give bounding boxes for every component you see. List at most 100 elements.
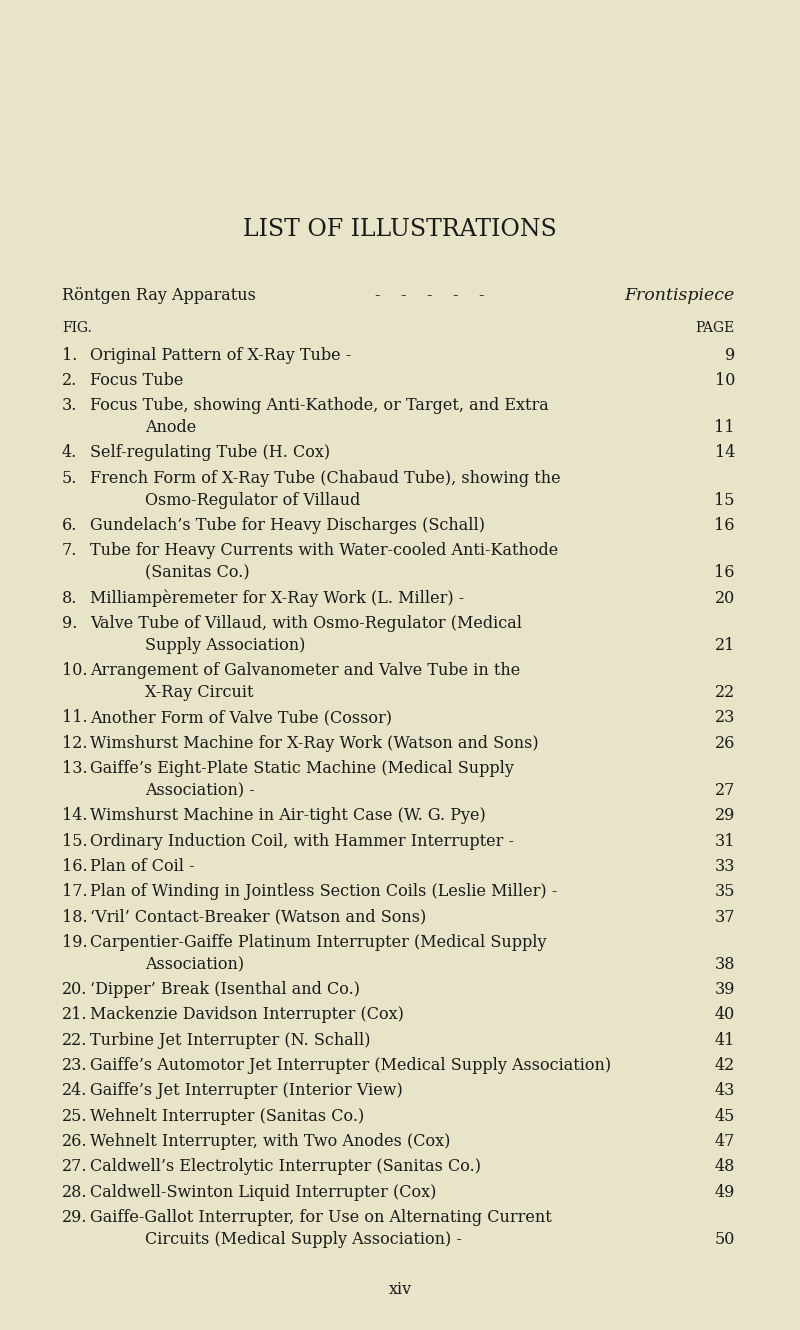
Text: 9.: 9. [62,614,78,632]
Text: 10: 10 [714,372,735,388]
Text: X-Ray Circuit: X-Ray Circuit [145,684,254,701]
Text: 17.: 17. [62,883,88,900]
Text: 28.: 28. [62,1184,87,1201]
Text: Caldwell’s Electrolytic Interrupter (Sanitas Co.): Caldwell’s Electrolytic Interrupter (San… [90,1158,481,1176]
Text: 6.: 6. [62,517,78,535]
Text: xiv: xiv [389,1282,411,1298]
Text: Self-regulating Tube (H. Cox): Self-regulating Tube (H. Cox) [90,444,330,462]
Text: -    -    -    -    -: - - - - - [375,286,485,303]
Text: Mackenzie Davidson Interrupter (Cox): Mackenzie Davidson Interrupter (Cox) [90,1007,404,1024]
Text: 40: 40 [714,1007,735,1024]
Text: 18.: 18. [62,908,88,926]
Text: 3.: 3. [62,398,78,414]
Text: Milliampèremeter for X-Ray Work (L. Miller) -: Milliampèremeter for X-Ray Work (L. Mill… [90,589,464,606]
Text: Association) -: Association) - [145,782,254,799]
Text: Gaiffe’s Jet Interrupter (Interior View): Gaiffe’s Jet Interrupter (Interior View) [90,1083,402,1100]
Text: 2.: 2. [62,372,78,388]
Text: 35: 35 [714,883,735,900]
Text: 26: 26 [714,734,735,751]
Text: Valve Tube of Villaud, with Osmo-Regulator (Medical: Valve Tube of Villaud, with Osmo-Regulat… [90,614,522,632]
Text: 16: 16 [714,517,735,535]
Text: 15.: 15. [62,833,88,850]
Text: 29: 29 [714,807,735,825]
Text: 15: 15 [714,492,735,508]
Text: 20: 20 [714,589,735,606]
Text: 13.: 13. [62,761,88,777]
Text: 16: 16 [714,564,735,581]
Text: 27: 27 [714,782,735,799]
Text: ‘Dipper’ Break (Isenthal and Co.): ‘Dipper’ Break (Isenthal and Co.) [90,982,360,999]
Text: 22: 22 [714,684,735,701]
Text: 26.: 26. [62,1133,87,1150]
Text: 33: 33 [714,858,735,875]
Text: Turbine Jet Interrupter (N. Schall): Turbine Jet Interrupter (N. Schall) [90,1032,370,1049]
Text: 31: 31 [714,833,735,850]
Text: Original Pattern of X-Ray Tube -: Original Pattern of X-Ray Tube - [90,347,351,363]
Text: PAGE: PAGE [696,321,735,335]
Text: 5.: 5. [62,469,78,487]
Text: Plan of Coil -: Plan of Coil - [90,858,194,875]
Text: ‘Vril’ Contact-Breaker (Watson and Sons): ‘Vril’ Contact-Breaker (Watson and Sons) [90,908,426,926]
Text: Röntgen Ray Apparatus: Röntgen Ray Apparatus [62,286,256,303]
Text: 20.: 20. [62,982,87,999]
Text: Wimshurst Machine in Air-tight Case (W. G. Pye): Wimshurst Machine in Air-tight Case (W. … [90,807,486,825]
Text: Gaiffe-Gallot Interrupter, for Use on Alternating Current: Gaiffe-Gallot Interrupter, for Use on Al… [90,1209,552,1226]
Text: 7.: 7. [62,543,78,560]
Text: Plan of Winding in Jointless Section Coils (Leslie Miller) -: Plan of Winding in Jointless Section Coi… [90,883,558,900]
Text: (Sanitas Co.): (Sanitas Co.) [145,564,250,581]
Text: French Form of X-Ray Tube (Chabaud Tube), showing the: French Form of X-Ray Tube (Chabaud Tube)… [90,469,561,487]
Text: 11: 11 [714,419,735,436]
Text: Anode: Anode [145,419,196,436]
Text: 22.: 22. [62,1032,87,1049]
Text: Circuits (Medical Supply Association) -: Circuits (Medical Supply Association) - [145,1230,462,1248]
Text: 24.: 24. [62,1083,87,1100]
Text: Frontispiece: Frontispiece [625,286,735,303]
Text: 48: 48 [714,1158,735,1176]
Text: Ordinary Induction Coil, with Hammer Interrupter -: Ordinary Induction Coil, with Hammer Int… [90,833,514,850]
Text: Tube for Heavy Currents with Water-cooled Anti-Kathode: Tube for Heavy Currents with Water-coole… [90,543,558,560]
Text: LIST OF ILLUSTRATIONS: LIST OF ILLUSTRATIONS [243,218,557,242]
Text: Gundelach’s Tube for Heavy Discharges (Schall): Gundelach’s Tube for Heavy Discharges (S… [90,517,485,535]
Text: Carpentier-Gaiffe Platinum Interrupter (Medical Supply: Carpentier-Gaiffe Platinum Interrupter (… [90,934,546,951]
Text: 42: 42 [714,1057,735,1075]
Text: 14: 14 [714,444,735,462]
Text: 29.: 29. [62,1209,87,1226]
Text: 23.: 23. [62,1057,87,1075]
Text: 11.: 11. [62,709,88,726]
Text: Caldwell-Swinton Liquid Interrupter (Cox): Caldwell-Swinton Liquid Interrupter (Cox… [90,1184,436,1201]
Text: Another Form of Valve Tube (Cossor): Another Form of Valve Tube (Cossor) [90,709,392,726]
Text: Arrangement of Galvanometer and Valve Tube in the: Arrangement of Galvanometer and Valve Tu… [90,662,520,680]
Text: 9: 9 [725,347,735,363]
Text: Gaiffe’s Eight-Plate Static Machine (Medical Supply: Gaiffe’s Eight-Plate Static Machine (Med… [90,761,514,777]
Text: 41: 41 [714,1032,735,1049]
Text: Osmo-Regulator of Villaud: Osmo-Regulator of Villaud [145,492,360,508]
Text: 45: 45 [714,1108,735,1125]
Text: Association): Association) [145,956,244,974]
Text: Focus Tube: Focus Tube [90,372,183,388]
Text: 39: 39 [714,982,735,999]
Text: 10.: 10. [62,662,87,680]
Text: 43: 43 [714,1083,735,1100]
Text: 16.: 16. [62,858,88,875]
Text: 4.: 4. [62,444,78,462]
Text: Gaiffe’s Automotor Jet Interrupter (Medical Supply Association): Gaiffe’s Automotor Jet Interrupter (Medi… [90,1057,611,1075]
Text: Wehnelt Interrupter (Sanitas Co.): Wehnelt Interrupter (Sanitas Co.) [90,1108,364,1125]
Text: 14.: 14. [62,807,87,825]
Text: 23: 23 [714,709,735,726]
Text: 25.: 25. [62,1108,87,1125]
Text: 38: 38 [714,956,735,974]
Text: 49: 49 [714,1184,735,1201]
Text: 21.: 21. [62,1007,87,1024]
Text: 21: 21 [714,637,735,654]
Text: Focus Tube, showing Anti-Kathode, or Target, and Extra: Focus Tube, showing Anti-Kathode, or Tar… [90,398,549,414]
Text: Wimshurst Machine for X-Ray Work (Watson and Sons): Wimshurst Machine for X-Ray Work (Watson… [90,734,538,751]
Text: 27.: 27. [62,1158,87,1176]
Text: 12.: 12. [62,734,87,751]
Text: FIG.: FIG. [62,321,92,335]
Text: 50: 50 [714,1230,735,1248]
Text: 37: 37 [714,908,735,926]
Text: 1.: 1. [62,347,78,363]
Text: 8.: 8. [62,589,78,606]
Text: Wehnelt Interrupter, with Two Anodes (Cox): Wehnelt Interrupter, with Two Anodes (Co… [90,1133,450,1150]
Text: 19.: 19. [62,934,88,951]
